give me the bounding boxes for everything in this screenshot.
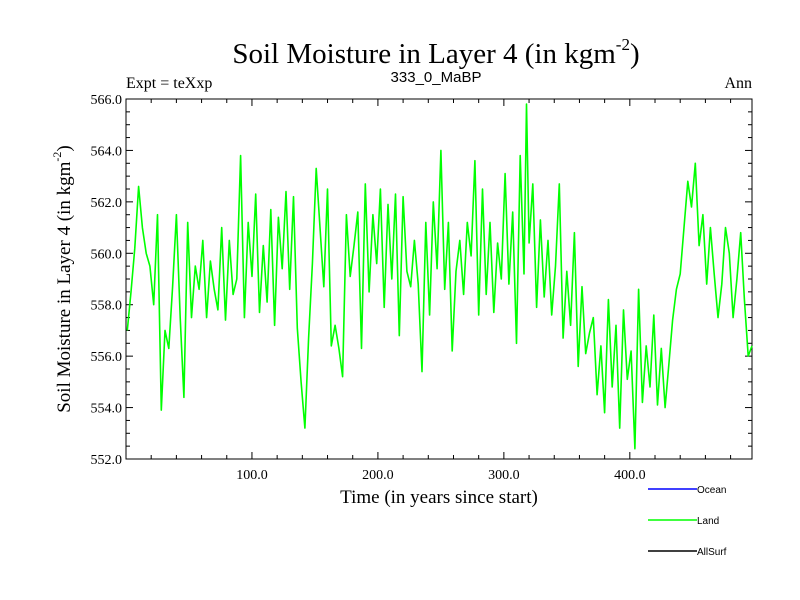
x-tick-label: 400.0 <box>614 468 646 483</box>
y-tick-label: 566.0 <box>91 93 123 108</box>
subtitle-season: Ann <box>724 75 752 92</box>
x-axis: 100.0 200.0 300.0 400.0 <box>150 99 732 483</box>
y-tick-label: 558.0 <box>91 299 123 314</box>
subtitle-period: 333_0_MaBP <box>391 69 482 86</box>
land-series-line <box>126 103 753 450</box>
y-axis: 552.0 554.0 556.0 558.0 560.0 562.0 564.0 566.0 <box>91 93 752 468</box>
y-axis-label-superscript: -2 <box>50 152 64 162</box>
legend: Ocean Land AllSurf <box>648 485 727 558</box>
y-tick-label: 552.0 <box>91 453 123 468</box>
y-tick-label: 556.0 <box>91 350 123 365</box>
legend-label-ocean: Ocean <box>697 485 726 496</box>
chart-title: Soil Moisture in Layer 4 (in kgm-2) <box>232 35 639 70</box>
x-axis-label: Time (in years since start) <box>340 487 538 508</box>
legend-label-allsurf: AllSurf <box>697 547 727 558</box>
chart-title-close: ) <box>630 38 640 70</box>
y-axis-label-close: ) <box>54 145 75 151</box>
x-tick-label: 300.0 <box>488 468 520 483</box>
chart-title-superscript: -2 <box>616 35 630 54</box>
y-tick-label: 560.0 <box>91 247 123 262</box>
y-tick-label: 564.0 <box>91 144 123 159</box>
y-axis-label-main: Soil Moisture in Layer 4 (in kgm <box>54 161 75 412</box>
x-tick-label: 100.0 <box>236 468 268 483</box>
chart-title-main: Soil Moisture in Layer 4 (in kgm <box>232 38 616 70</box>
subtitle-experiment: Expt = teXxp <box>126 75 212 92</box>
y-axis-label: Soil Moisture in Layer 4 (in kgm-2) <box>50 145 75 413</box>
legend-label-land: Land <box>697 516 719 527</box>
y-tick-label: 554.0 <box>91 402 123 417</box>
y-tick-label: 562.0 <box>91 196 123 211</box>
x-tick-label: 200.0 <box>362 468 394 483</box>
